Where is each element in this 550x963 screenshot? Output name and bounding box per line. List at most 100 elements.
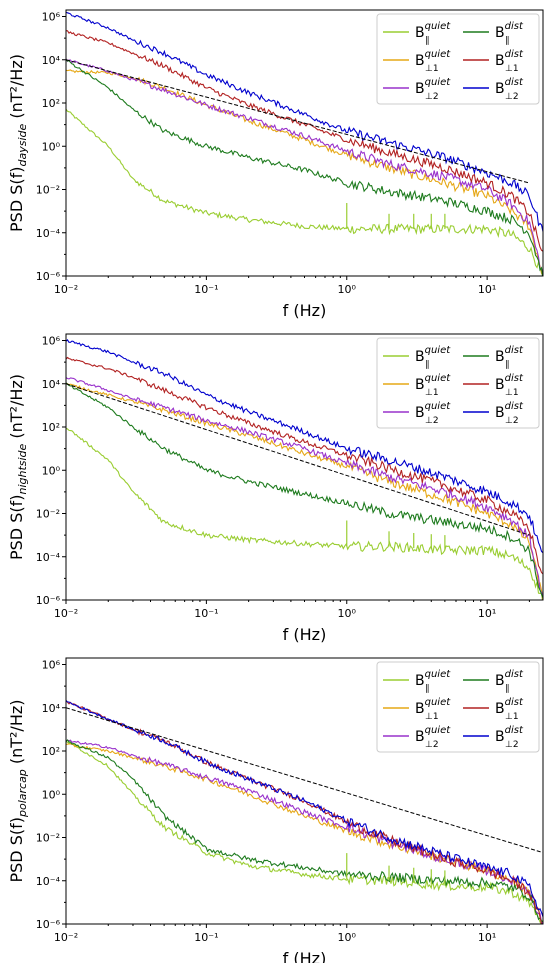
y-tick-label: 10⁴: [42, 702, 61, 715]
panel-polarcap: 10⁻² 10⁻¹ 10⁰ 10¹ 10⁻⁶ 10⁻⁴ 10⁻² 10⁰ 10² 10⁴ 10⁶ f …: [7, 657, 544, 963]
series-line-4: [66, 356, 543, 575]
legend-subscript: ∥: [425, 684, 430, 694]
y-tick-label: 10⁻⁶: [36, 270, 61, 283]
reference-line: [66, 383, 530, 536]
legend-subscript: ⊥2: [425, 92, 439, 102]
y-tick-label: 10⁻⁶: [36, 918, 61, 931]
y-tick-label: 10⁶: [42, 11, 61, 24]
legend-entry: Bquiet: [415, 697, 451, 717]
panel-dayside: 10⁻² 10⁻¹ 10⁰ 10¹ 10⁻⁶ 10⁻⁴ 10⁻² 10⁰ 10² 10⁴ 10⁶ f …: [7, 9, 544, 320]
y-tick-label: 10⁻⁴: [36, 875, 61, 888]
legend-subscript: ∥: [505, 36, 510, 46]
legend-subscript: ∥: [505, 684, 510, 694]
y-tick-label: 10⁻²: [36, 508, 60, 521]
y-tick-label: 10⁴: [42, 54, 61, 67]
legend-entry: Bdist: [495, 77, 524, 97]
legend: Bquiet∥Bquiet⊥1Bquiet⊥2Bdist∥Bdist⊥1Bdis…: [376, 337, 540, 429]
legend-frame: [376, 661, 540, 753]
y-tick-label: 10⁰: [42, 140, 61, 153]
y-tick-label: 10⁻²: [36, 184, 60, 197]
x-axis-label: f (Hz): [283, 301, 327, 320]
legend-subscript: ∥: [425, 36, 430, 46]
x-tick-label: 10¹: [478, 607, 496, 620]
y-tick-label: 10²: [42, 97, 60, 110]
legend: Bquiet∥Bquiet⊥1Bquiet⊥2Bdist∥Bdist⊥1Bdis…: [376, 13, 540, 105]
x-tick-label: 10⁻²: [54, 931, 78, 944]
y-tick-label: 10⁰: [42, 464, 61, 477]
legend-subscript: ⊥1: [425, 64, 439, 74]
x-tick-label: 10¹: [478, 931, 496, 944]
y-tick-label: 10⁻²: [36, 832, 60, 845]
series-line-5: [66, 11, 543, 232]
series-line-0: [66, 427, 543, 600]
x-tick-label: 10⁰: [338, 283, 357, 296]
legend-entry: Bquiet: [415, 49, 451, 69]
legend-entry: Bquiet: [415, 373, 451, 393]
y-tick-label: 10⁶: [42, 659, 61, 672]
legend-entry: Bquiet: [415, 725, 451, 745]
series-line-3: [66, 739, 543, 923]
legend-entry: Bdist: [495, 725, 524, 745]
legend-subscript: ⊥1: [425, 712, 439, 722]
series-line-3: [66, 382, 543, 599]
legend-subscript: ⊥2: [425, 740, 439, 750]
y-tick-label: 10²: [42, 421, 60, 434]
x-tick-label: 10⁻²: [54, 283, 78, 296]
x-tick-label: 10⁰: [338, 931, 357, 944]
legend-entry: Bquiet: [415, 401, 451, 421]
y-tick-label: 10⁶: [42, 335, 61, 348]
series-line-5: [66, 700, 543, 918]
plot-area: [66, 700, 543, 924]
legend-subscript: ⊥2: [505, 416, 519, 426]
series-line-2: [66, 58, 543, 275]
y-axis-label: PSD S(f)dayside (nT²/Hz): [7, 54, 29, 232]
series-line-0: [66, 741, 543, 924]
legend-entry: Bdist: [495, 697, 524, 717]
legend-subscript: ⊥1: [505, 388, 519, 398]
y-axis-label: PSD S(f)nightside (nT²/Hz): [7, 374, 29, 560]
panel-nightside: 10⁻² 10⁻¹ 10⁰ 10¹ 10⁻⁶ 10⁻⁴ 10⁻² 10⁰ 10² 10⁴ 10⁶ f …: [7, 333, 544, 644]
legend: Bquiet∥Bquiet⊥1Bquiet⊥2Bdist∥Bdist⊥1Bdis…: [376, 661, 540, 753]
x-tick-label: 10⁰: [338, 607, 357, 620]
series-line-2: [66, 377, 543, 598]
legend-entry: Bquiet: [415, 669, 451, 689]
legend-entry: Bdist: [495, 373, 524, 393]
legend-entry: Bdist: [495, 345, 524, 365]
legend-subscript: ∥: [425, 360, 430, 370]
y-tick-label: 10⁻⁴: [36, 551, 61, 564]
legend-subscript: ⊥2: [505, 92, 519, 102]
legend-entry: Bdist: [495, 49, 524, 69]
y-tick-label: 10⁻⁴: [36, 227, 61, 240]
legend-entry: Bquiet: [415, 21, 451, 41]
legend-frame: [376, 13, 540, 105]
x-axis-label: f (Hz): [283, 625, 327, 644]
legend-subscript: ⊥1: [505, 712, 519, 722]
y-axis-label: PSD S(f)polarcap (nT²/Hz): [7, 699, 29, 882]
x-tick-label: 10⁻¹: [194, 931, 218, 944]
reference-line: [66, 59, 530, 184]
legend-subscript: ⊥2: [425, 416, 439, 426]
legend-entry: Bdist: [495, 669, 524, 689]
reference-line: [66, 707, 543, 854]
plot-area: [66, 11, 543, 276]
y-tick-label: 10⁻⁶: [36, 594, 61, 607]
x-tick-label: 10⁻¹: [194, 283, 218, 296]
x-tick-label: 10⁻¹: [194, 607, 218, 620]
series-line-1: [66, 743, 543, 924]
x-axis-label: f (Hz): [283, 949, 327, 963]
plot-area: [66, 339, 543, 600]
x-tick-label: 10⁻²: [54, 607, 78, 620]
legend-entry: Bdist: [495, 21, 524, 41]
legend-subscript: ⊥1: [425, 388, 439, 398]
y-tick-label: 10⁴: [42, 378, 61, 391]
series-line-3: [66, 59, 543, 276]
series-line-4: [66, 30, 543, 252]
legend-subscript: ⊥1: [505, 64, 519, 74]
series-line-5: [66, 339, 543, 554]
y-tick-label: 10⁰: [42, 788, 61, 801]
legend-subscript: ⊥2: [505, 740, 519, 750]
legend-entry: Bquiet: [415, 345, 451, 365]
series-line-2: [66, 739, 543, 924]
x-tick-label: 10¹: [478, 283, 496, 296]
